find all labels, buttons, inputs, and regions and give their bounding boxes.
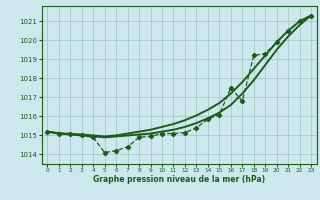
X-axis label: Graphe pression niveau de la mer (hPa): Graphe pression niveau de la mer (hPa)	[93, 175, 265, 184]
